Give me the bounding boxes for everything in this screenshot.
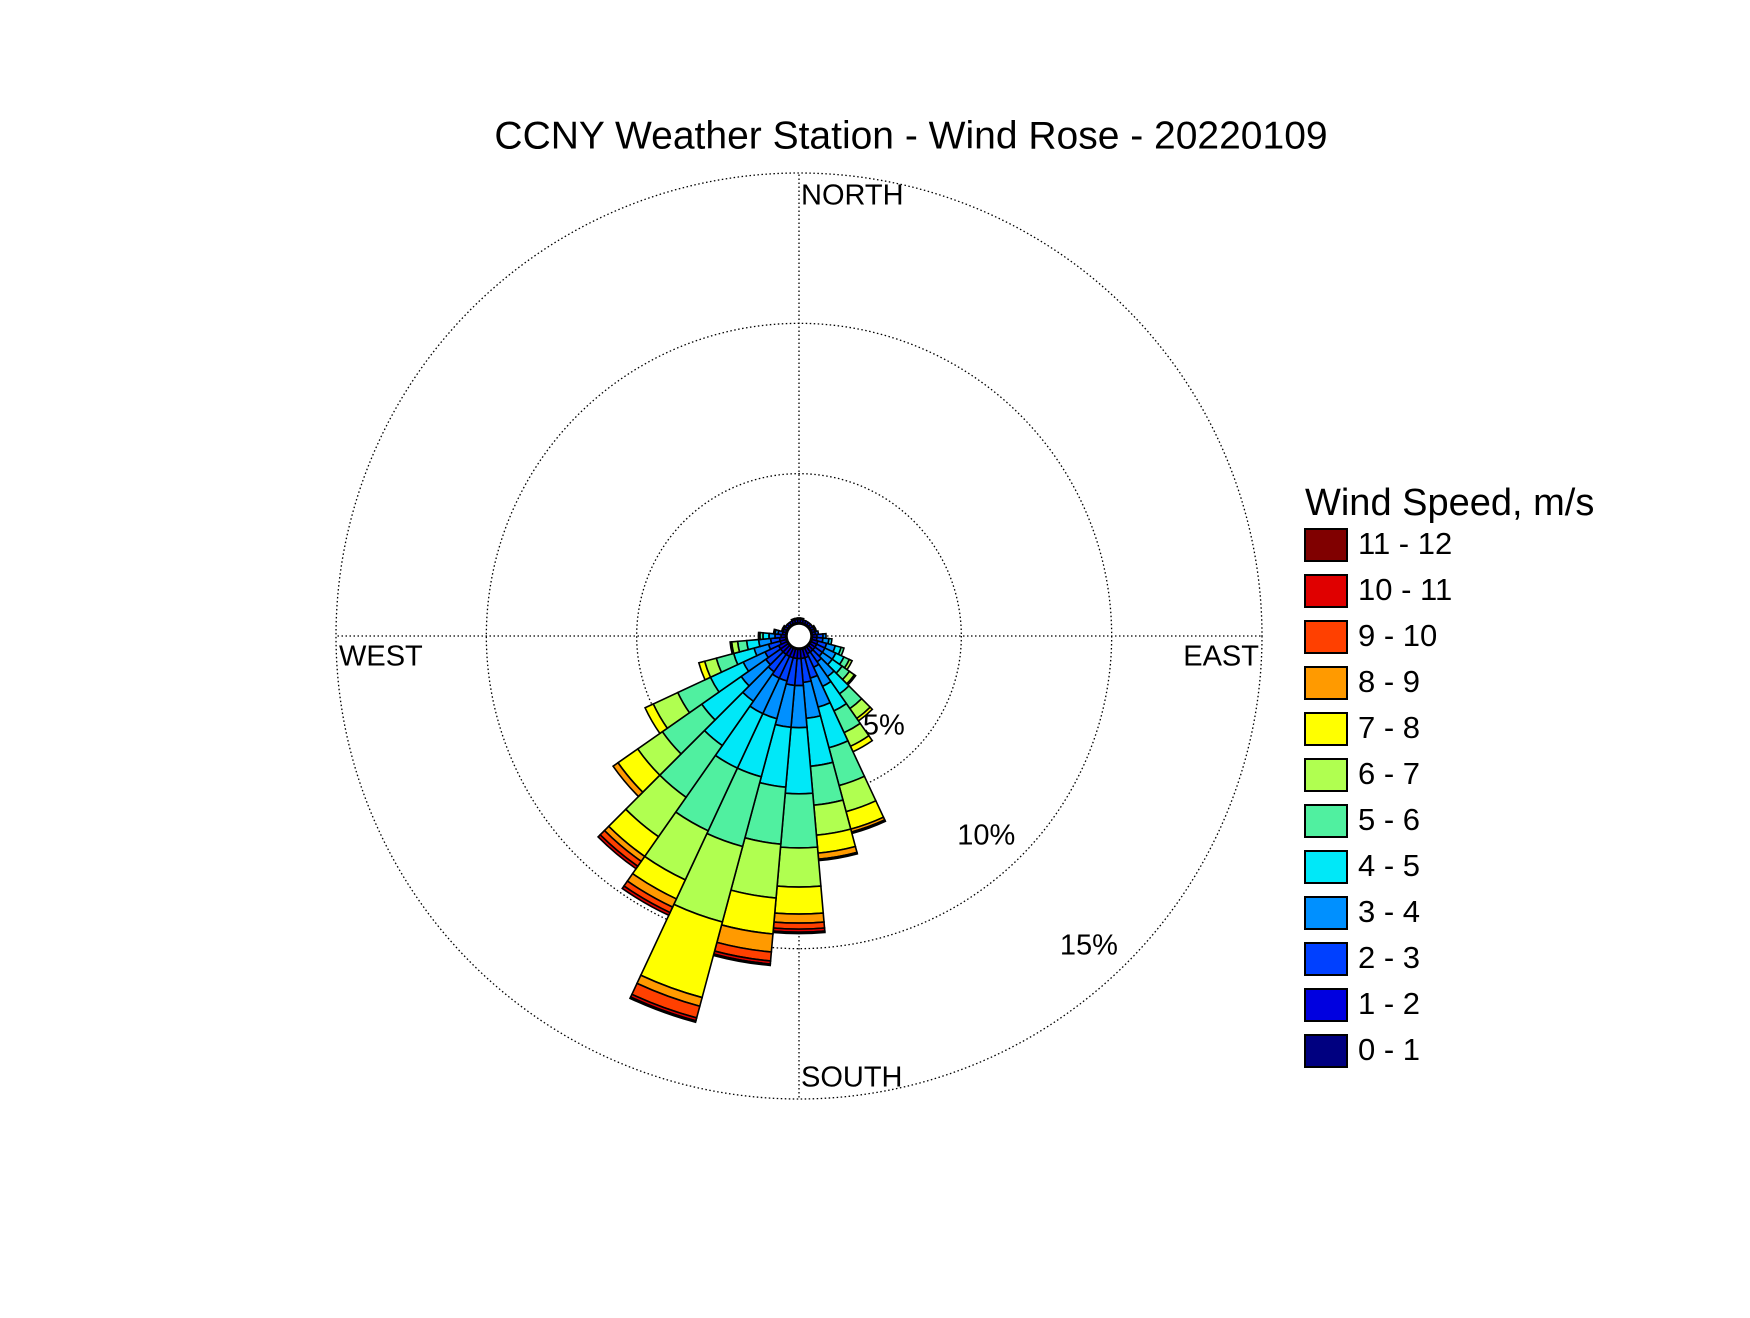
- rose-segment: [775, 886, 823, 914]
- r-tick-label: 15%: [1060, 929, 1118, 961]
- legend-label: 1 - 2: [1358, 986, 1420, 1021]
- direction-label: WEST: [339, 641, 423, 673]
- rose-segment: [774, 913, 824, 923]
- rose-segment: [773, 931, 825, 934]
- legend-swatch: [1305, 989, 1347, 1021]
- legend-label: 4 - 5: [1358, 848, 1420, 883]
- legend-label: 8 - 9: [1358, 664, 1420, 699]
- legend-label: 5 - 6: [1358, 802, 1420, 837]
- center-hole: [787, 624, 811, 648]
- legend-label: 7 - 8: [1358, 710, 1420, 745]
- rose-segment: [763, 633, 769, 639]
- direction-label: SOUTH: [801, 1062, 903, 1094]
- legend-label: 3 - 4: [1358, 894, 1420, 929]
- r-tick-label: 10%: [957, 820, 1015, 852]
- legend-title: Wind Speed, m/s: [1305, 482, 1594, 524]
- legend-swatch: [1305, 805, 1347, 837]
- legend-label: 11 - 12: [1358, 526, 1452, 561]
- legend-swatch: [1305, 529, 1347, 561]
- rose-segment: [774, 629, 776, 634]
- rose-segment: [777, 847, 821, 887]
- legend-swatch: [1305, 1035, 1347, 1067]
- rose-segment: [794, 618, 797, 620]
- rose-segment: [758, 632, 760, 639]
- legend-label: 2 - 3: [1358, 940, 1420, 975]
- direction-label: NORTH: [801, 180, 904, 212]
- legend-label: 0 - 1: [1358, 1032, 1420, 1067]
- legend-swatch: [1305, 897, 1347, 929]
- legend-swatch: [1305, 575, 1347, 607]
- legend-swatch: [1305, 943, 1347, 975]
- legend-label: 10 - 11: [1358, 572, 1452, 607]
- legend-swatch: [1305, 713, 1347, 745]
- direction-label: EAST: [1183, 641, 1259, 673]
- rose-segment: [781, 793, 818, 848]
- legend-label: 6 - 7: [1358, 756, 1420, 791]
- legend-swatch: [1305, 621, 1347, 653]
- legend-swatch: [1305, 667, 1347, 699]
- legend-swatch: [1305, 759, 1347, 791]
- legend-label: 9 - 10: [1358, 618, 1437, 653]
- legend-swatch: [1305, 851, 1347, 883]
- chart-title: CCNY Weather Station - Wind Rose - 20220…: [494, 114, 1327, 157]
